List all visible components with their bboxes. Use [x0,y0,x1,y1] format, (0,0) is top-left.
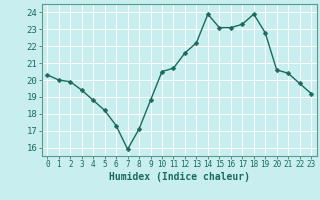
X-axis label: Humidex (Indice chaleur): Humidex (Indice chaleur) [109,172,250,182]
